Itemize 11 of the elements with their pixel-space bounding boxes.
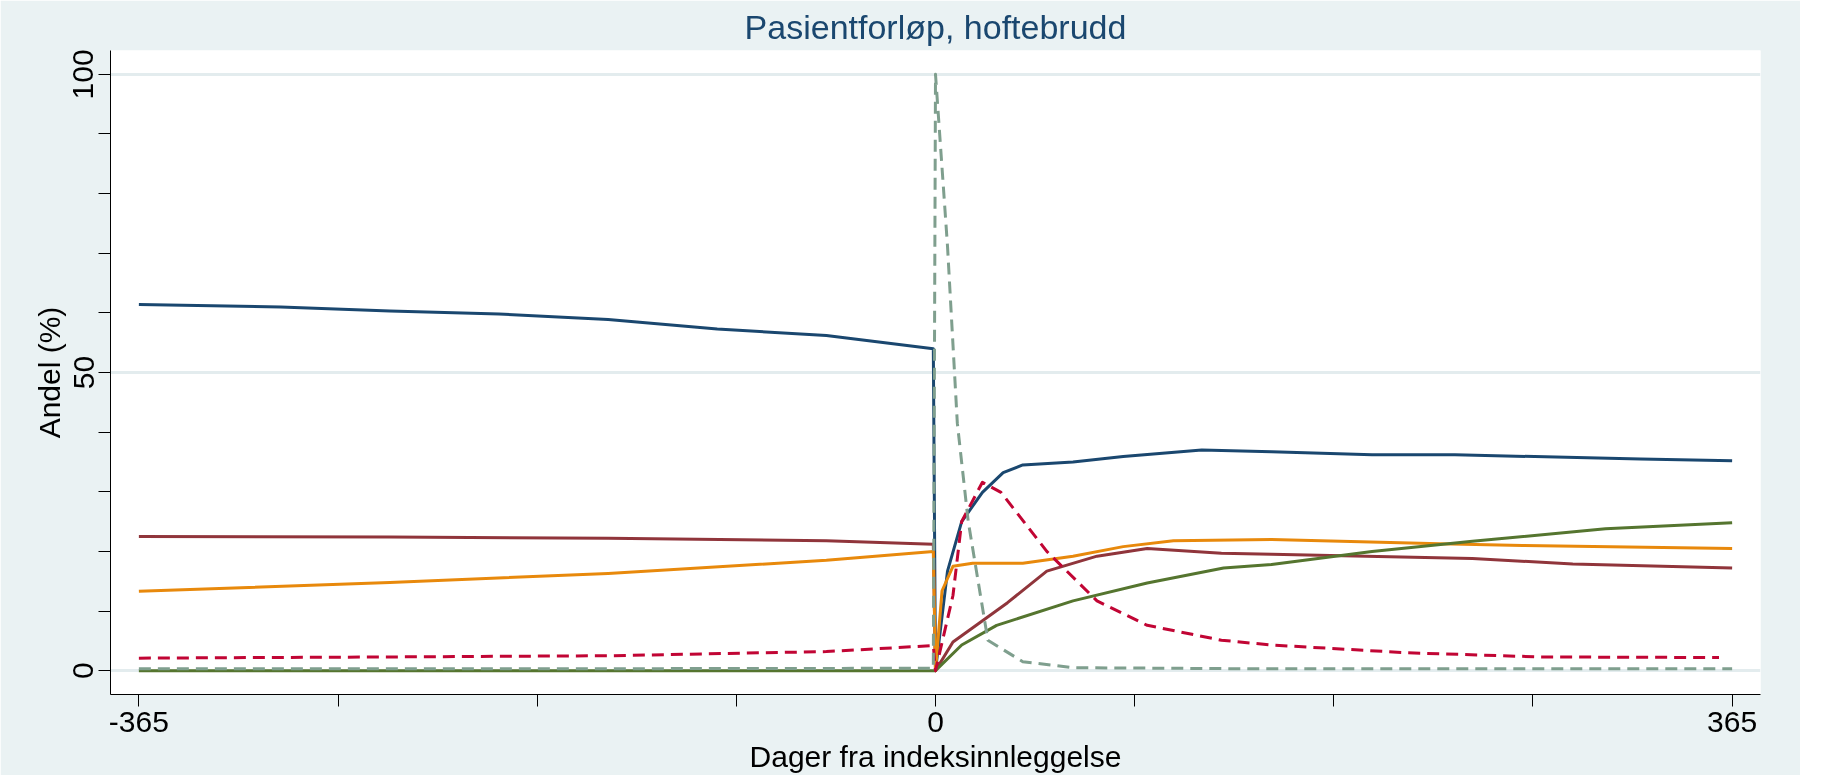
x-tick-label: 0	[927, 704, 944, 738]
y-tick-label: 50	[66, 355, 100, 390]
y-tick-label: 0	[66, 662, 100, 679]
y-tick-label: 100	[66, 49, 100, 100]
x-axis-title: Dager fra indeksinnleggelse	[749, 739, 1122, 773]
x-tick-label: 365	[1707, 704, 1758, 738]
line-series	[137, 72, 1734, 671]
line-series	[137, 480, 1721, 673]
x-tick-label: -365	[108, 704, 169, 738]
chart-title: Pasientforløp, hoftebrudd	[744, 7, 1127, 46]
y-axis-title: Andel (%)	[32, 306, 66, 439]
